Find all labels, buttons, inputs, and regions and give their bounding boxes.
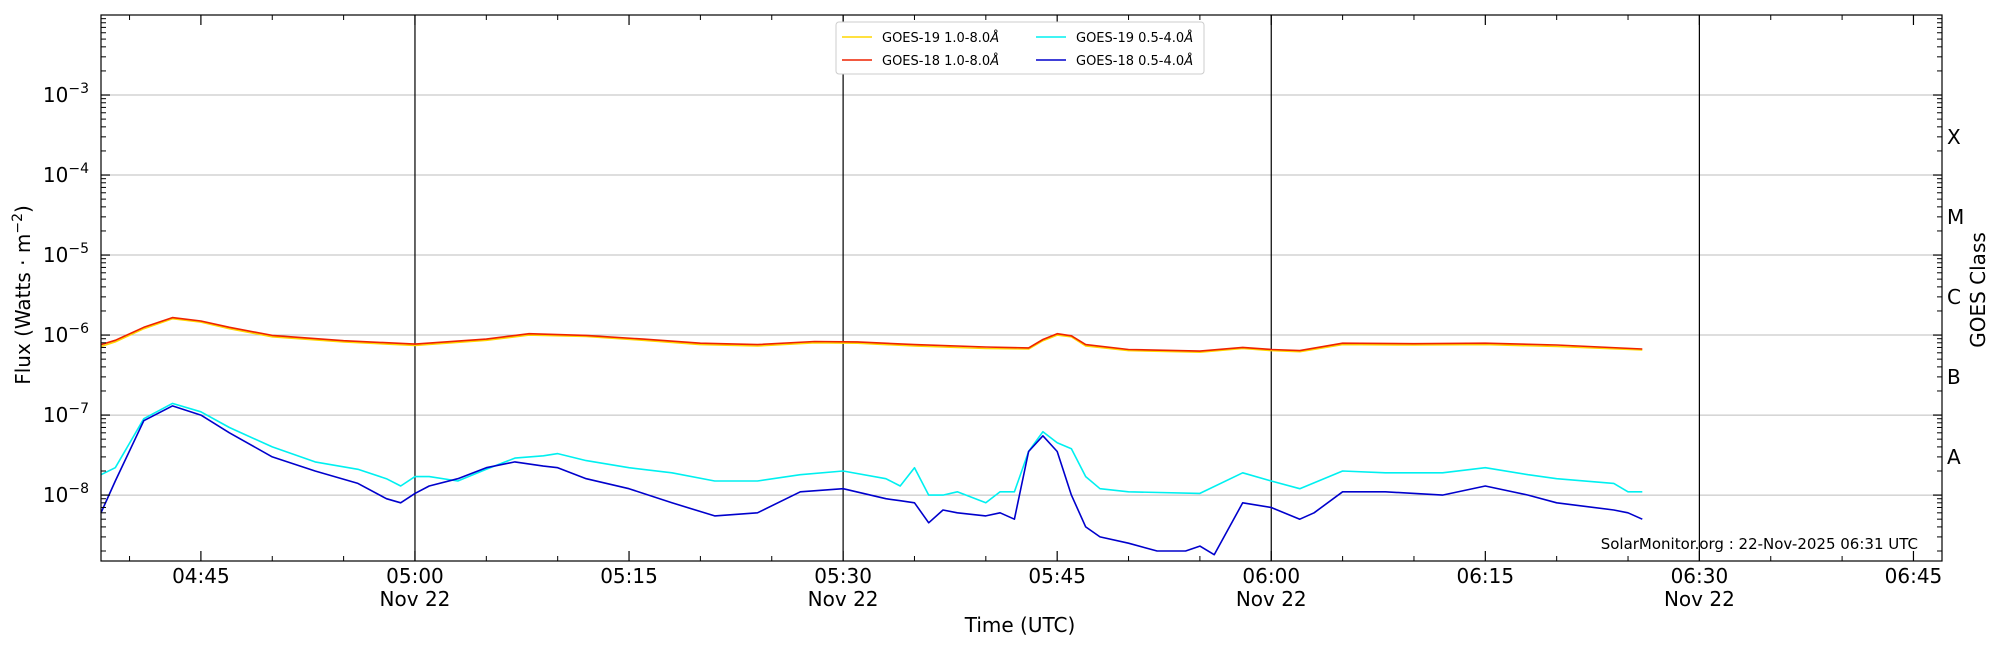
x-tick-date-label: Nov 22	[380, 587, 451, 611]
y-tick-exponent: −8	[68, 481, 89, 497]
goes-class-label: X	[1947, 125, 1961, 149]
y-tick-exponent: −6	[68, 321, 89, 337]
x-tick-label: 05:30	[814, 564, 872, 588]
series-line	[100, 402, 1643, 504]
x-axis-title: Time (UTC)	[964, 613, 1076, 637]
x-tick-date-label: Nov 22	[1236, 587, 1307, 611]
x-tick-label: 05:00	[386, 564, 444, 588]
x-tick-label: 05:45	[1028, 564, 1086, 588]
y-tick-base: 10	[43, 483, 68, 507]
legend-box	[835, 21, 1205, 75]
x-tick-date-label: Nov 22	[808, 587, 879, 611]
y-tick-base: 10	[43, 403, 68, 427]
y-tick-exponent: −3	[68, 81, 89, 97]
plot-frame	[100, 14, 1943, 562]
x-tick-label: 06:30	[1671, 564, 1729, 588]
series-line	[100, 405, 1643, 556]
goes-class-axis-title: GOES Class	[1966, 232, 1990, 348]
y-tick-label: 10−7	[43, 401, 89, 427]
series-line	[100, 316, 1643, 352]
y-tick-base: 10	[43, 163, 68, 187]
y-tick-label: 10−4	[43, 161, 89, 187]
legend-series-name: GOES-19 0.5-4.0	[1076, 31, 1184, 46]
legend-label: GOES-19 0.5-4.0Å	[1076, 30, 1193, 46]
x-tick-date-label: Nov 22	[1664, 587, 1735, 611]
y-tick-label: 10−6	[43, 321, 89, 347]
x-tick-label: 05:15	[600, 564, 658, 588]
legend-series-name: GOES-19 1.0-8.0	[882, 31, 990, 46]
y-axis-title-close: )	[11, 205, 35, 213]
legend-series-name: GOES-18 1.0-8.0	[882, 54, 990, 69]
y-axis-title-main: Flux (Watts · m	[11, 234, 35, 385]
y-axis-title-sup: −2	[10, 213, 26, 234]
x-tick-label: 06:00	[1242, 564, 1300, 588]
x-tick-label: 04:45	[172, 564, 230, 588]
series-line	[100, 317, 1643, 354]
y-tick-exponent: −4	[68, 161, 89, 177]
legend-unit: Å	[989, 30, 999, 46]
y-tick-label: 10−3	[43, 81, 89, 107]
legend-label: GOES-18 1.0-8.0Å	[882, 53, 999, 69]
legend-unit: Å	[1183, 53, 1193, 69]
legend-unit: Å	[989, 53, 999, 69]
y-tick-exponent: −5	[68, 241, 89, 257]
y-tick-label: 10−5	[43, 241, 89, 267]
y-tick-base: 10	[43, 83, 68, 107]
legend-label: GOES-19 1.0-8.0Å	[882, 30, 999, 46]
y-tick-base: 10	[43, 323, 68, 347]
x-tick-label: 06:15	[1456, 564, 1514, 588]
y-tick-base: 10	[43, 243, 68, 267]
y-axis-title: Flux (Watts · m−2)	[10, 205, 35, 385]
plot-area	[100, 15, 1942, 561]
goes-class-label: B	[1947, 365, 1961, 389]
legend-unit: Å	[1183, 30, 1193, 46]
legend-label: GOES-18 0.5-4.0Å	[1076, 53, 1193, 69]
x-tick-label: 06:45	[1885, 564, 1943, 588]
goes-class-label: M	[1947, 205, 1964, 229]
goes-class-label: A	[1947, 445, 1961, 469]
goes-class-label: C	[1947, 285, 1961, 309]
source-watermark: SolarMonitor.org : 22-Nov-2025 06:31 UTC	[1601, 535, 1918, 553]
y-tick-label: 10−8	[43, 481, 89, 507]
legend-series-name: GOES-18 0.5-4.0	[1076, 54, 1184, 69]
y-tick-exponent: −7	[68, 401, 89, 417]
